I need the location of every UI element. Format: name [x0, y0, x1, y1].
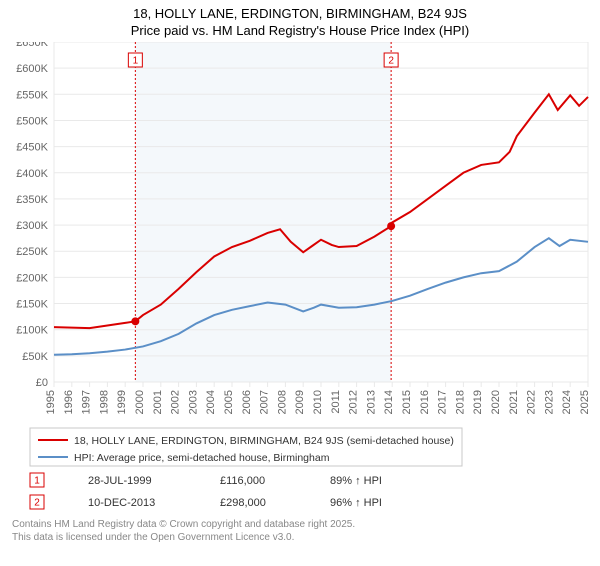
dp-price-2: £298,000 — [220, 497, 266, 509]
svg-text:£300K: £300K — [16, 220, 48, 232]
datapoint-table: 1 28-JUL-1999 £116,000 89% ↑ HPI 2 10-DEC-201… — [0, 470, 600, 514]
marker-label-2: 2 — [388, 56, 394, 67]
svg-text:2009: 2009 — [294, 390, 306, 414]
svg-text:£500K: £500K — [16, 115, 48, 127]
dp-date-2: 10-DEC-2013 — [88, 497, 155, 509]
svg-text:1995: 1995 — [45, 390, 57, 414]
svg-text:2022: 2022 — [526, 390, 538, 414]
footer-licence: This data is licensed under the Open Gov… — [12, 531, 600, 544]
svg-text:£350K: £350K — [16, 194, 48, 206]
dp-date-1: 28-JUL-1999 — [88, 475, 152, 487]
svg-text:2023: 2023 — [543, 390, 555, 414]
svg-text:2020: 2020 — [490, 390, 502, 414]
dp-pct-1: 89% ↑ HPI — [330, 475, 382, 487]
marker-label-1: 1 — [133, 56, 139, 67]
y-axis-labels: £0 £50K £100K £150K £200K £250K £300K £350K £400… — [16, 42, 48, 389]
svg-text:£0: £0 — [36, 377, 48, 389]
svg-text:2013: 2013 — [365, 390, 377, 414]
svg-text:£200K: £200K — [16, 272, 48, 284]
dp-num-1: 1 — [34, 476, 40, 487]
svg-text:2002: 2002 — [170, 390, 182, 414]
svg-text:2025: 2025 — [579, 390, 591, 414]
svg-text:£650K: £650K — [16, 42, 48, 49]
svg-text:2006: 2006 — [241, 390, 253, 414]
svg-text:2017: 2017 — [437, 390, 449, 414]
shaded-range — [135, 42, 391, 382]
svg-text:£450K: £450K — [16, 142, 48, 154]
legend: 18, HOLLY LANE, ERDINGTON, BIRMINGHAM, B… — [0, 426, 600, 470]
page-subtitle: Price paid vs. HM Land Registry's House … — [0, 23, 600, 38]
svg-text:2003: 2003 — [187, 390, 199, 414]
svg-text:2001: 2001 — [152, 390, 164, 414]
legend-label-0: 18, HOLLY LANE, ERDINGTON, BIRMINGHAM, B… — [74, 435, 454, 447]
svg-text:£600K: £600K — [16, 63, 48, 75]
svg-text:2012: 2012 — [348, 390, 360, 414]
svg-text:1997: 1997 — [81, 390, 93, 414]
svg-text:2016: 2016 — [419, 390, 431, 414]
svg-text:2007: 2007 — [259, 390, 271, 414]
dp-num-2: 2 — [34, 498, 40, 509]
svg-text:£250K: £250K — [16, 246, 48, 258]
svg-text:2010: 2010 — [312, 390, 324, 414]
svg-text:2000: 2000 — [134, 390, 146, 414]
svg-text:2011: 2011 — [330, 390, 342, 414]
page-title: 18, HOLLY LANE, ERDINGTON, BIRMINGHAM, B… — [0, 6, 600, 21]
svg-text:1996: 1996 — [63, 390, 75, 414]
x-axis-labels: 1995 1996 1997 1998 1999 2000 2001 2002 2003 2004… — [45, 382, 591, 414]
dp-price-1: £116,000 — [220, 475, 265, 487]
svg-text:2004: 2004 — [205, 390, 217, 414]
dp-pct-2: 96% ↑ HPI — [330, 497, 382, 509]
svg-text:1999: 1999 — [116, 390, 128, 414]
svg-text:2019: 2019 — [472, 390, 484, 414]
svg-text:2014: 2014 — [383, 390, 395, 414]
svg-text:£150K: £150K — [16, 299, 48, 311]
legend-label-1: HPI: Average price, semi-detached house,… — [74, 452, 330, 464]
svg-text:2024: 2024 — [561, 390, 573, 414]
svg-text:£550K: £550K — [16, 89, 48, 101]
svg-text:£100K: £100K — [16, 325, 48, 337]
price-chart: £0 £50K £100K £150K £200K £250K £300K £350K £400… — [0, 42, 600, 426]
svg-text:2008: 2008 — [276, 390, 288, 414]
svg-text:1998: 1998 — [98, 390, 110, 414]
svg-text:£50K: £50K — [22, 351, 48, 363]
footer-copyright: Contains HM Land Registry data © Crown c… — [12, 518, 600, 531]
svg-text:2015: 2015 — [401, 390, 413, 414]
svg-text:2018: 2018 — [454, 390, 466, 414]
svg-text:2021: 2021 — [508, 390, 520, 414]
svg-text:2005: 2005 — [223, 390, 235, 414]
svg-text:£400K: £400K — [16, 168, 48, 180]
